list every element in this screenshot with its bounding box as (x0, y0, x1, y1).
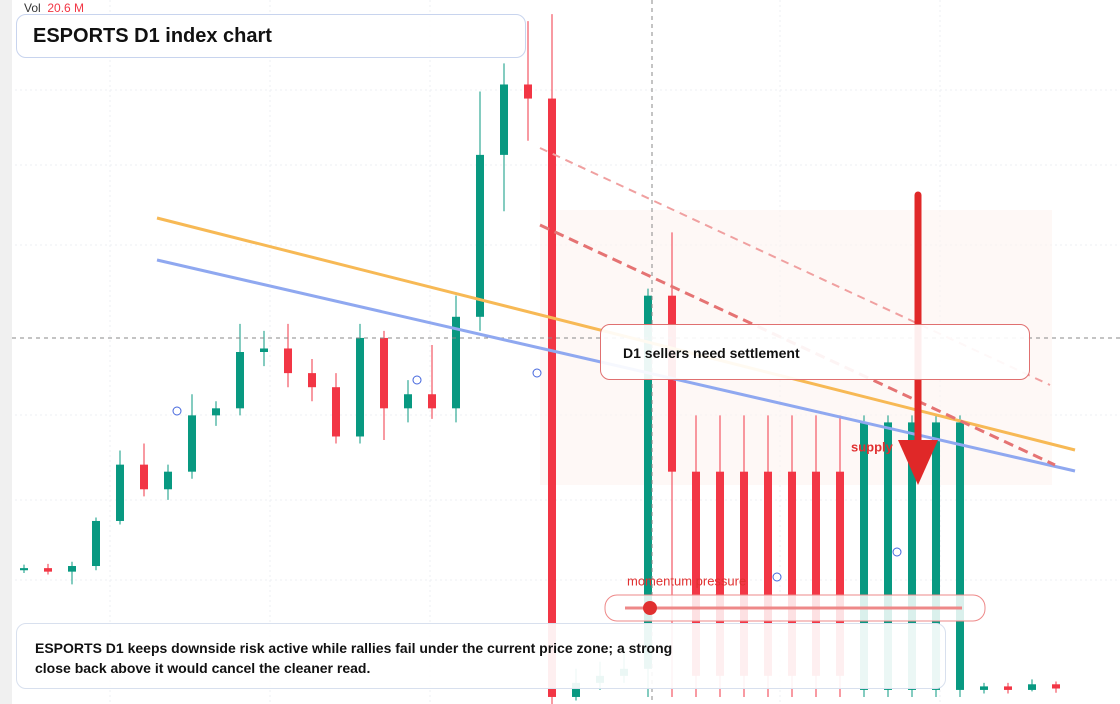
candle-body (20, 568, 28, 571)
candle-body (884, 422, 892, 690)
candle-body (1052, 684, 1060, 689)
note-text: ESPORTS D1 keeps downside risk active wh… (35, 640, 673, 676)
candle-body (668, 295, 676, 472)
candle-body (116, 464, 124, 521)
label: supply (851, 439, 894, 454)
label: momentum pressure (627, 573, 746, 588)
left-strip (0, 0, 12, 704)
slider-knob (643, 601, 657, 615)
candle-body (476, 154, 484, 317)
chart-title: ESPORTS D1 index chart (16, 14, 526, 58)
candle-body (212, 408, 220, 416)
marker (772, 572, 782, 582)
note: ESPORTS D1 keeps downside risk active wh… (16, 623, 946, 689)
candle-body (1028, 684, 1036, 690)
marker (532, 368, 542, 378)
annotation: D1 sellers need settlement (600, 324, 1030, 380)
candle-body (260, 348, 268, 352)
marker (892, 547, 902, 557)
candle-body (92, 520, 100, 567)
candle-body (908, 422, 916, 690)
candle-body (404, 394, 412, 409)
candle-body (644, 295, 652, 669)
candle-body (356, 337, 364, 437)
candle-body (68, 566, 76, 572)
marker (412, 375, 422, 385)
candle-body (980, 686, 988, 690)
candle-body (956, 422, 964, 690)
marker (172, 406, 182, 416)
candle-body (788, 471, 796, 676)
candle-body (572, 682, 580, 697)
candle-body (764, 471, 772, 676)
channel-line (539, 223, 1056, 467)
candle-body (932, 422, 940, 690)
candle-body (716, 471, 724, 676)
candle-body (548, 98, 556, 697)
candle-body (740, 471, 748, 676)
arrow-head (898, 440, 938, 485)
candle-body (44, 568, 52, 572)
candle-body (236, 352, 244, 409)
candle-body (164, 471, 172, 490)
candle-body (812, 471, 820, 676)
candle-body (860, 422, 868, 690)
candle-body (524, 84, 532, 99)
candle-body (284, 348, 292, 374)
vol-value: 20.6 M (47, 1, 85, 15)
volume-label: Vol 20.6 M (24, 1, 84, 15)
candle-body (188, 415, 196, 472)
candle-body (500, 84, 508, 155)
candle-body (428, 394, 436, 409)
candle-body (380, 337, 388, 409)
candle-body (836, 471, 844, 676)
candle-body (692, 471, 700, 676)
candle-body (308, 373, 316, 388)
candle-body (332, 387, 340, 437)
candle-body (1004, 686, 1012, 690)
vol: Vol (24, 1, 41, 15)
candle-body (452, 316, 460, 409)
candle-body (140, 464, 148, 490)
